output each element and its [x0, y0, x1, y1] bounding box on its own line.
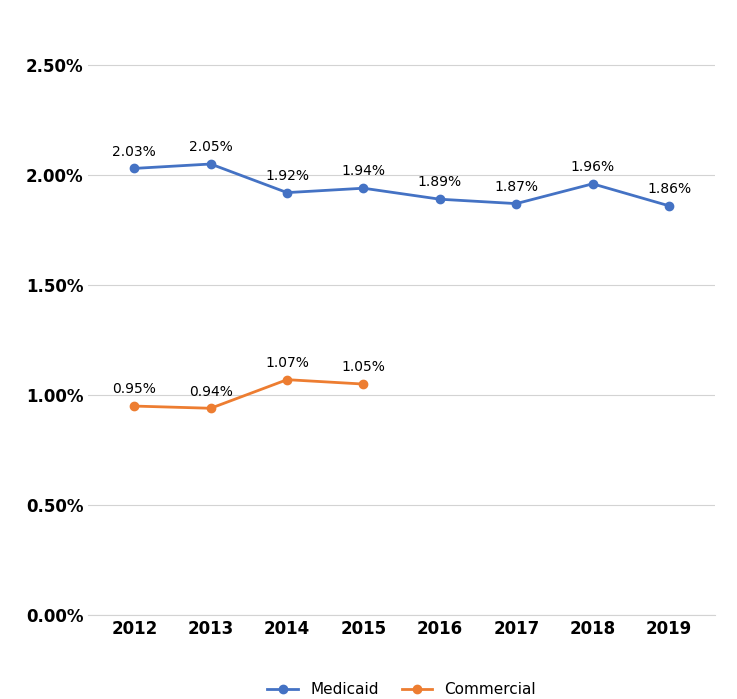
Medicaid	[130, 164, 139, 173]
Medicaid	[436, 195, 444, 203]
Medicaid	[359, 184, 368, 192]
Medicaid	[283, 189, 292, 197]
Text: 2.03%: 2.03%	[113, 145, 156, 159]
Text: 1.05%: 1.05%	[341, 361, 385, 375]
Legend: Medicaid, Commercial: Medicaid, Commercial	[261, 676, 542, 699]
Commercial	[130, 402, 139, 410]
Text: 2.05%: 2.05%	[189, 140, 233, 154]
Text: 0.95%: 0.95%	[112, 382, 156, 396]
Commercial	[206, 404, 215, 412]
Medicaid	[511, 199, 520, 208]
Text: 1.96%: 1.96%	[570, 160, 615, 174]
Medicaid	[206, 160, 215, 168]
Text: 1.07%: 1.07%	[265, 356, 309, 370]
Line: Commercial: Commercial	[130, 375, 368, 412]
Medicaid	[588, 180, 597, 188]
Text: 1.94%: 1.94%	[341, 164, 385, 178]
Medicaid	[665, 201, 674, 210]
Commercial	[283, 375, 292, 384]
Text: 1.86%: 1.86%	[647, 182, 691, 196]
Commercial	[359, 380, 368, 388]
Text: 1.89%: 1.89%	[418, 175, 462, 189]
Text: 1.87%: 1.87%	[495, 180, 538, 194]
Text: 0.94%: 0.94%	[189, 384, 233, 398]
Line: Medicaid: Medicaid	[130, 160, 673, 210]
Text: 1.92%: 1.92%	[265, 169, 309, 183]
